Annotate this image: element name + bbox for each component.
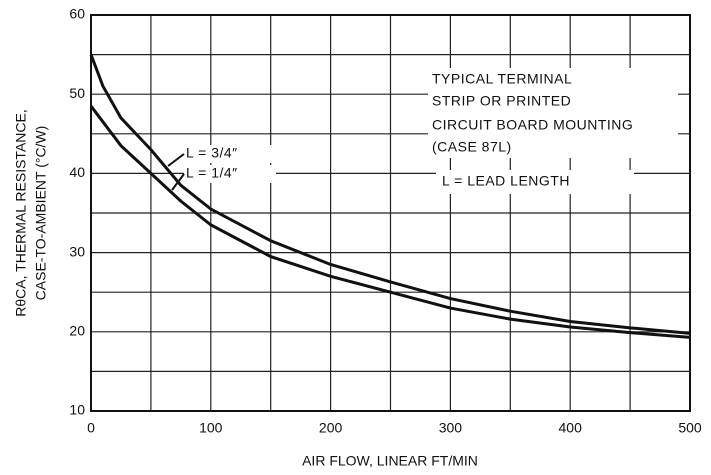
y-axis-label: RθCA, THERMAL RESISTANCE, [13,109,29,316]
annotation: (CASE 87L) [432,139,512,155]
x-tick-label: 100 [199,420,223,436]
y-tick-label: 30 [69,243,85,259]
line-series [89,54,691,335]
x-axis-label: AIR FLOW, LINEAR FT/MIN [302,453,478,469]
label-bg [184,145,276,163]
y-tick-label: 60 [69,6,85,22]
label-arrow [171,173,185,191]
series-label: L = 1/4″ [186,165,238,181]
label-arrow [167,153,185,167]
plot-frame [90,14,691,412]
annotation-bg [436,170,634,194]
x-tick-label: 0 [87,420,95,436]
x-tick-label: 400 [559,420,583,436]
y-tick-label: 40 [69,164,85,180]
annotation-bg [428,68,678,158]
x-tick-label: 200 [319,420,343,436]
y-tick-label: 50 [69,85,85,101]
line-series [89,105,691,339]
annotation: STRIP OR PRINTED [432,93,571,109]
y-tick-label: 20 [69,323,85,339]
y-tick-label: 10 [69,402,85,418]
x-tick-label: 500 [678,420,702,436]
x-tick-label: 300 [439,420,463,436]
annotation: CIRCUIT BOARD MOUNTING [432,117,633,133]
y-axis-label: CASE-TO-AMBIENT (°C/W) [33,126,49,301]
label-bg [184,165,276,183]
annotation: L = LEAD LENGTH [442,173,570,189]
series-label: L = 3/4″ [186,145,238,161]
annotation: TYPICAL TERMINAL [432,71,572,87]
